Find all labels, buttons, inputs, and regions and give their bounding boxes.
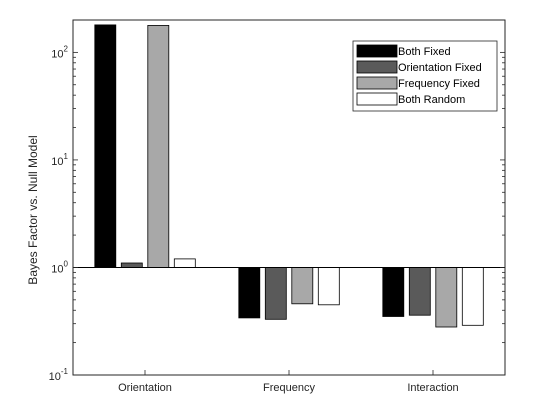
legend-label: Frequency Fixed <box>398 78 480 90</box>
y-tick-label: 10-1 <box>49 367 69 383</box>
bar-frequency-both-random <box>317 267 340 306</box>
legend-swatch <box>356 60 398 74</box>
y-tick-label: 101 <box>51 152 68 168</box>
legend-label: Orientation Fixed <box>398 62 482 74</box>
bar-frequency-orientation-fixed <box>264 267 287 320</box>
bar-orientation-orientation-fixed <box>120 262 143 268</box>
legend-swatch <box>356 92 398 106</box>
legend-swatch <box>356 44 398 58</box>
bar-orientation-both-fixed <box>94 24 117 268</box>
y-axis-label: Bayes Factor vs. Null Model <box>26 135 40 284</box>
y-tick-label: 102 <box>51 44 68 60</box>
x-tick-label-interaction: Interaction <box>407 382 458 394</box>
bar-interaction-frequency-fixed <box>435 267 458 328</box>
x-tick-label-orientation: Orientation <box>118 382 172 394</box>
bar-orientation-frequency-fixed <box>147 24 170 268</box>
bar-marks <box>94 24 484 328</box>
bar-interaction-both-random <box>461 267 484 326</box>
y-tick-label: 100 <box>51 259 68 275</box>
legend-label: Both Fixed <box>398 46 451 58</box>
legend-label: Both Random <box>398 94 465 106</box>
bar-frequency-frequency-fixed <box>291 267 314 305</box>
x-axis-ticks: Orientation Frequency Interaction <box>118 370 459 394</box>
bar-interaction-both-fixed <box>382 267 405 317</box>
bar-orientation-both-random <box>173 258 196 268</box>
x-tick-label-frequency: Frequency <box>263 382 315 394</box>
bar-frequency-both-fixed <box>238 267 261 319</box>
legend: Both Fixed Orientation Fixed Frequency Fix… <box>352 40 498 112</box>
y-axis-ticks: 102 101 100 10-1 <box>49 19 505 383</box>
bar-interaction-orientation-fixed <box>408 267 431 316</box>
legend-swatch <box>356 76 398 90</box>
